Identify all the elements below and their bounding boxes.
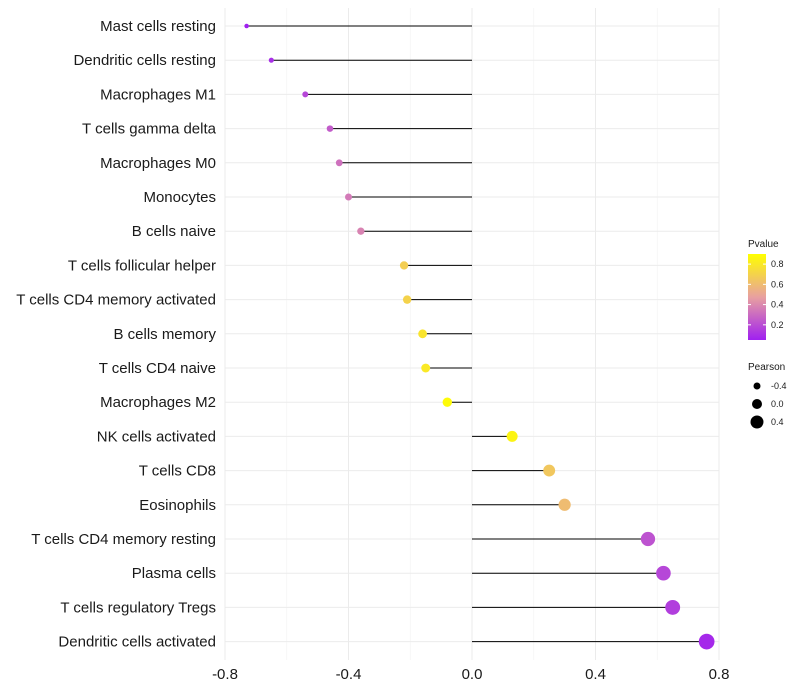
color-legend-title: Pvalue [748, 239, 779, 250]
color-legend-tick-label: 0.8 [771, 259, 784, 269]
category-label: Macrophages M1 [100, 86, 216, 103]
lollipop-point [558, 498, 571, 511]
size-legend-label: 0.0 [771, 399, 784, 409]
category-label: T cells CD4 naive [99, 360, 216, 377]
category-label: B cells naive [132, 223, 216, 240]
category-label: Eosinophils [139, 497, 216, 514]
x-tick-label: 0.4 [585, 666, 606, 683]
lollipop-point [302, 91, 309, 98]
category-labels: Mast cells resting Dendritic cells restin… [16, 18, 216, 651]
size-legend-dot [752, 399, 762, 409]
category-label: Plasma cells [132, 565, 216, 582]
category-label: Mast cells resting [100, 18, 216, 35]
lollipop-point [543, 464, 556, 477]
color-legend-tick-label: 0.4 [771, 300, 784, 310]
lollipop-point [442, 397, 452, 407]
category-label: Dendritic cells resting [73, 52, 216, 69]
category-label: Dendritic cells activated [58, 634, 216, 651]
size-legend-label: 0.4 [771, 417, 784, 427]
category-label: T cells follicular helper [68, 257, 216, 274]
lollipop-point [244, 23, 249, 29]
lollipop-point [665, 599, 681, 615]
category-label: Macrophages M2 [100, 394, 216, 411]
category-label: T cells regulatory Tregs [60, 599, 216, 616]
size-legend-dot [750, 415, 764, 429]
stem-layer [246, 25, 707, 643]
color-legend-tick-label: 0.6 [771, 279, 784, 289]
x-tick-label: -0.8 [212, 666, 238, 683]
x-tick-label: 0.0 [462, 666, 483, 683]
category-label: T cells CD4 memory activated [16, 292, 216, 309]
color-legend-tick-label: 0.2 [771, 320, 784, 330]
category-label: T cells gamma delta [82, 121, 217, 138]
category-label: B cells memory [113, 326, 216, 343]
lollipop-point [399, 261, 409, 270]
lollipop-point [698, 633, 715, 650]
lollipop-point [421, 363, 431, 373]
color-legend-ticks: 0.2 0.4 0.6 0.8 [748, 259, 784, 330]
lollipop-point [656, 565, 671, 581]
legend: Pvalue 0.2 0.4 0.6 0.8 Pearson -0.4 0.0 0.4 [748, 239, 787, 429]
x-tick-label: 0.8 [709, 666, 730, 683]
color-legend-bar [748, 254, 766, 340]
lollipop-point [506, 430, 518, 442]
lollipop-point [418, 329, 427, 339]
size-legend-title: Pearson [748, 362, 785, 373]
category-label: Monocytes [143, 189, 216, 206]
category-label: T cells CD8 [139, 463, 216, 480]
lollipop-point [345, 193, 352, 201]
lollipop-point [335, 159, 343, 167]
category-label: Macrophages M0 [100, 155, 216, 172]
lollipop-point [402, 295, 412, 304]
category-label: T cells CD4 memory resting [31, 531, 216, 548]
lollipop-point [357, 227, 365, 235]
x-tick-label: -0.4 [336, 666, 362, 683]
x-axis-ticks: -0.8 -0.4 0.0 0.4 0.8 [212, 666, 729, 683]
lollipop-point [326, 125, 334, 132]
size-legend-items: -0.4 0.0 0.4 [750, 381, 787, 429]
size-legend-label: -0.4 [771, 381, 787, 391]
lollipop-point [268, 57, 274, 63]
size-legend-dot [753, 382, 761, 390]
category-label: NK cells activated [97, 428, 216, 445]
point-layer [244, 23, 715, 650]
lollipop-point [640, 531, 656, 547]
